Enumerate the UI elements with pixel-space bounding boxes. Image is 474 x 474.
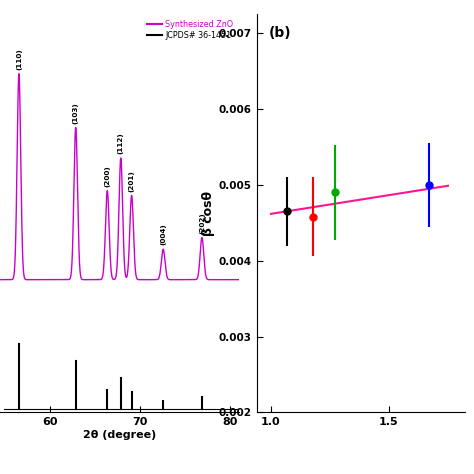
Text: (004): (004)	[160, 224, 166, 246]
Text: (b): (b)	[269, 26, 292, 40]
Y-axis label: β cosθ: β cosθ	[201, 191, 215, 236]
Text: (112): (112)	[118, 132, 124, 154]
Text: (103): (103)	[73, 102, 79, 124]
Text: (200): (200)	[104, 165, 110, 187]
Text: (201): (201)	[128, 170, 135, 191]
Text: (110): (110)	[16, 48, 22, 70]
X-axis label: 2θ (degree): 2θ (degree)	[83, 430, 156, 440]
Text: (202): (202)	[199, 212, 205, 234]
Legend: Synthesized ZnO, JCPDS# 36-1451: Synthesized ZnO, JCPDS# 36-1451	[146, 18, 235, 42]
